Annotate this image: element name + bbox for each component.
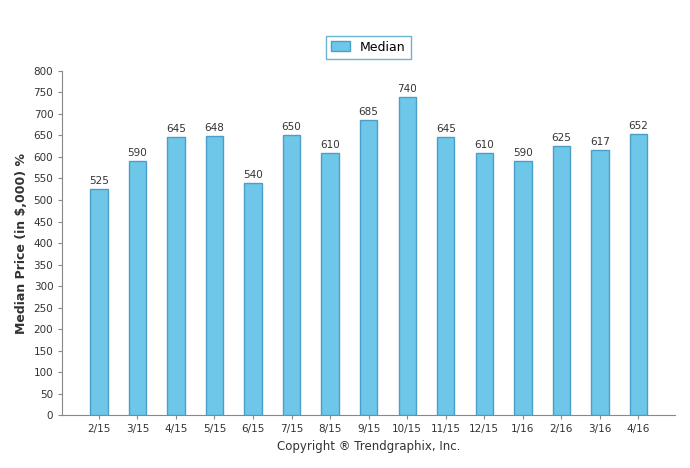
Y-axis label: Median Price (in $,000) %: Median Price (in $,000) %: [15, 153, 28, 334]
Bar: [206, 136, 223, 416]
Text: 652: 652: [629, 122, 649, 132]
Text: 740: 740: [397, 84, 417, 94]
Bar: [90, 189, 108, 416]
Text: 685: 685: [359, 107, 379, 117]
Bar: [437, 138, 455, 416]
Bar: [553, 146, 570, 416]
Text: 650: 650: [282, 122, 302, 132]
Text: 617: 617: [590, 137, 610, 146]
Bar: [399, 96, 416, 416]
Bar: [283, 135, 300, 416]
Text: 645: 645: [436, 124, 455, 134]
Text: 625: 625: [551, 133, 571, 143]
Text: 610: 610: [475, 139, 494, 150]
Bar: [630, 134, 647, 416]
Text: 590: 590: [513, 148, 533, 158]
Text: 610: 610: [320, 139, 340, 150]
Bar: [360, 120, 377, 416]
X-axis label: Copyright ® Trendgraphix, Inc.: Copyright ® Trendgraphix, Inc.: [277, 440, 460, 453]
Text: 525: 525: [89, 176, 109, 186]
Bar: [129, 161, 146, 416]
Bar: [244, 183, 262, 416]
Text: 648: 648: [204, 123, 224, 133]
Text: 590: 590: [128, 148, 147, 158]
Bar: [475, 153, 493, 416]
Bar: [591, 150, 609, 416]
Bar: [322, 153, 339, 416]
Text: 540: 540: [243, 170, 263, 180]
Bar: [167, 138, 185, 416]
Legend: Median: Median: [326, 36, 411, 58]
Text: 645: 645: [166, 124, 186, 134]
Bar: [514, 161, 531, 416]
